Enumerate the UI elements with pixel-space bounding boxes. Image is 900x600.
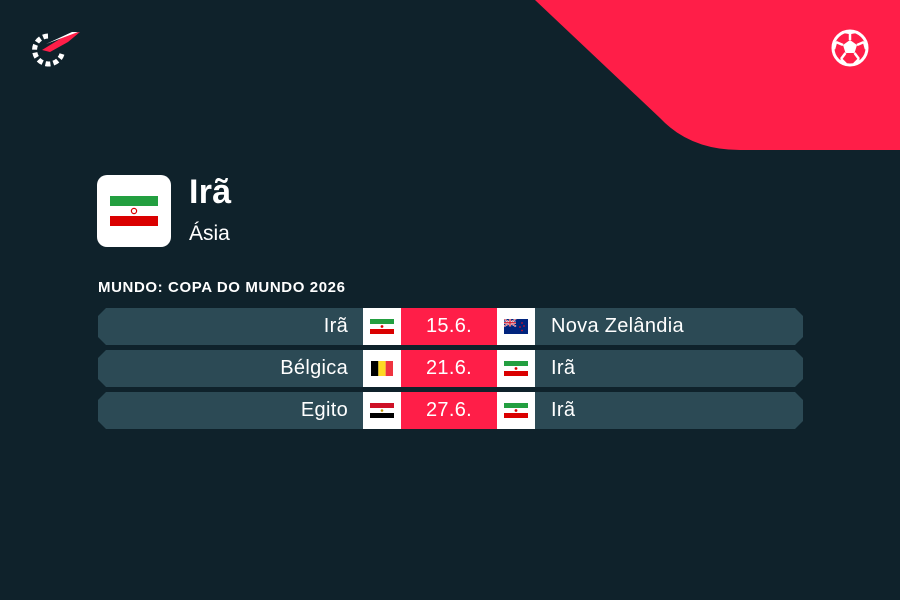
home-team-name: Bélgica	[280, 357, 348, 379]
match-date: 27.6.	[401, 392, 497, 429]
flashscore-logo-icon	[32, 32, 80, 67]
competition-title: MUNDO: COPA DO MUNDO 2026	[98, 279, 346, 296]
away-team-name: Nova Zelândia	[551, 315, 684, 337]
team-region: Ásia	[189, 222, 230, 245]
away-team-name: Irã	[551, 357, 576, 379]
match-date: 15.6.	[401, 308, 497, 345]
away-flag	[497, 350, 535, 387]
soccer-ball-icon	[831, 29, 869, 67]
match-list: Irã 15.6. Nova Zelândia Bélgica	[98, 308, 803, 434]
away-flag	[497, 308, 535, 345]
match-row[interactable]: Irã 15.6. Nova Zelândia	[98, 308, 803, 345]
team-name: Irã	[189, 173, 232, 211]
belgium-flag-icon	[371, 361, 393, 376]
iran-flag-icon	[504, 403, 528, 418]
match-row[interactable]: Bélgica 21.6. Irã	[98, 350, 803, 387]
home-flag	[363, 308, 401, 345]
iran-flag-icon	[370, 319, 394, 334]
home-team-name: Egito	[300, 399, 348, 421]
match-row[interactable]: Egito 27.6. Irã	[98, 392, 803, 429]
home-team-name: Irã	[323, 315, 348, 337]
home-flag	[363, 350, 401, 387]
egypt-flag-icon	[370, 403, 394, 418]
away-flag	[497, 392, 535, 429]
team-header: Irã Ásia	[97, 173, 232, 249]
home-flag	[363, 392, 401, 429]
iran-flag-icon	[504, 361, 528, 376]
team-flag	[97, 175, 171, 247]
iran-flag-icon	[110, 196, 158, 226]
team-text: Irã Ásia	[189, 173, 232, 249]
match-date: 21.6.	[401, 350, 497, 387]
away-team-name: Irã	[551, 399, 576, 421]
new-zealand-flag-icon	[504, 319, 528, 334]
